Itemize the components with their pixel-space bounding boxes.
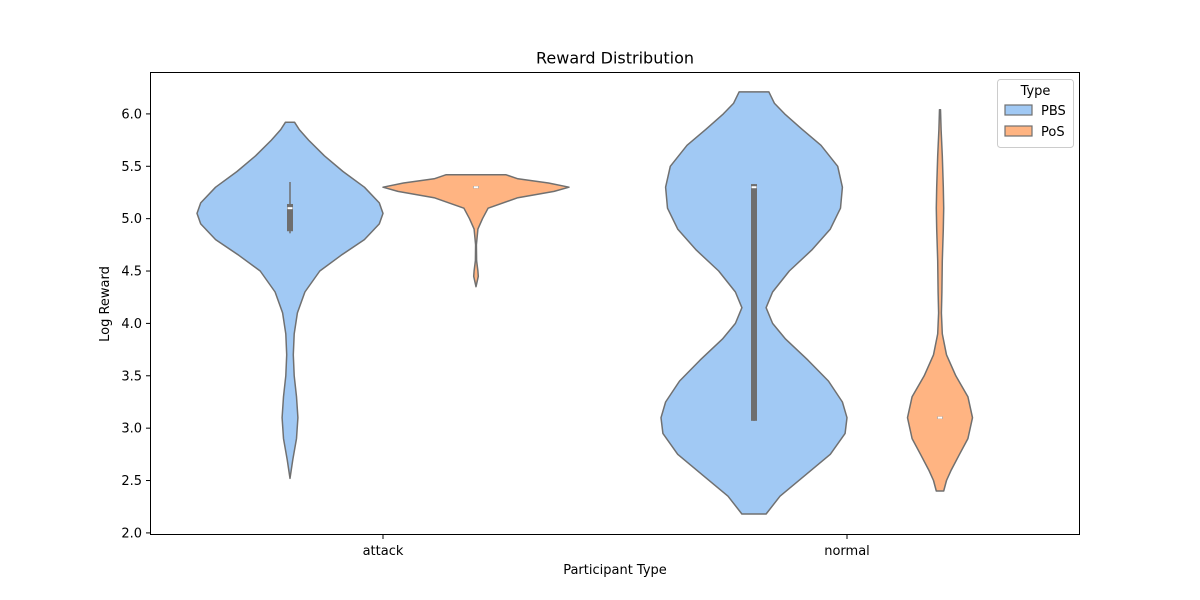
violin-median <box>287 207 293 210</box>
y-tick-label: 5.0 <box>121 212 142 227</box>
y-tick-label: 4.5 <box>121 265 142 280</box>
x-axis-label: Participant Type <box>563 563 667 578</box>
plot-area-frame <box>150 72 1080 535</box>
chart-title: Reward Distribution <box>536 49 694 68</box>
legend-label-pbs: PBS <box>1041 104 1066 119</box>
violin-median <box>937 416 943 419</box>
violin-median <box>751 186 757 189</box>
y-tick-label: 6.0 <box>121 107 142 122</box>
x-tick-label: attack <box>363 544 404 559</box>
violin-pos-normal <box>906 108 974 492</box>
violin-iqr-box <box>287 203 293 232</box>
violin-pos-attack <box>382 173 570 288</box>
violins-layer <box>196 91 974 515</box>
y-axis: 2.0 2.5 3.0 3.5 4.0 4.5 5.0 5.5 6.0 <box>121 107 150 541</box>
violin-median <box>473 186 479 189</box>
x-tick-label: normal <box>824 544 870 559</box>
violin-pbs-attack <box>196 121 384 480</box>
legend-label-pos: PoS <box>1041 125 1065 140</box>
y-tick-label: 3.0 <box>121 422 142 437</box>
y-tick-label: 2.0 <box>121 526 142 541</box>
violin-iqr-box <box>751 184 757 421</box>
legend-swatch-pos <box>1004 125 1033 137</box>
legend: Type PBS PoS <box>997 79 1074 148</box>
legend-swatch-pbs <box>1004 104 1033 116</box>
x-axis: attack normal <box>363 535 870 559</box>
y-tick-label: 5.5 <box>121 160 142 175</box>
y-tick-label: 2.5 <box>121 474 142 489</box>
y-axis-label: Log Reward <box>98 266 113 342</box>
y-tick-label: 3.5 <box>121 369 142 384</box>
y-tick-label: 4.0 <box>121 317 142 332</box>
legend-title: Type <box>1020 84 1051 99</box>
